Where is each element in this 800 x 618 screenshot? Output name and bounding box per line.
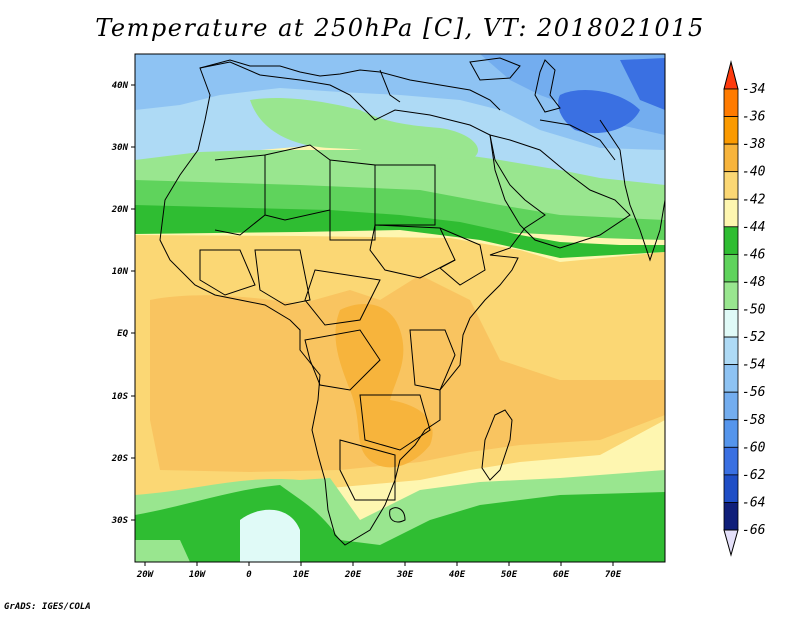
axis-ticks [131, 84, 614, 566]
colorbar-label: -52 [742, 330, 766, 345]
credit-label: GrADS: IGES/COLA [4, 602, 91, 612]
lon-label: 10W [189, 570, 207, 580]
colorbar-swatch [723, 419, 739, 448]
lat-label: EQ [117, 329, 128, 339]
colorbar-swatch [723, 253, 739, 283]
colorbar-swatch [723, 281, 739, 310]
colorbar-swatch [723, 143, 739, 173]
colorbar-swatch [723, 198, 739, 228]
colorbar-swatch [723, 309, 739, 338]
lat-label: 10N [112, 267, 129, 277]
lat-label: 30S [111, 516, 129, 526]
colorbar-label: -48 [742, 275, 766, 290]
colorbar-swatch [723, 116, 739, 145]
colorbar-label: -46 [742, 247, 766, 262]
coastlines [159, 57, 665, 546]
colorbar-swatch [723, 391, 739, 421]
lon-label: 50E [501, 570, 518, 580]
map-title: Temperature at 250hPa [C], VT: 201802101… [95, 14, 705, 42]
colorbar-label: -56 [742, 385, 766, 400]
colorbar-swatch [723, 502, 739, 531]
colorbar-swatch [723, 364, 739, 393]
lat-label: 10S [112, 392, 129, 402]
lat-label: 40N [112, 81, 129, 91]
lon-label: 10E [293, 570, 310, 580]
colorbar-swatch [723, 336, 739, 366]
colorbar-label: -64 [742, 495, 765, 510]
colorbar-label: -36 [742, 110, 766, 125]
colorbar-label: -38 [742, 137, 766, 152]
colorbar-label: -62 [742, 468, 766, 483]
lon-label: 40E [449, 570, 466, 580]
lon-label: 0 [246, 570, 252, 580]
colorbar-bottom-arrow [723, 529, 739, 557]
colorbar-swatch [723, 88, 739, 117]
colorbar-label: -60 [742, 440, 766, 455]
colorbar-swatch [723, 474, 739, 503]
lon-label: 20W [136, 570, 155, 580]
colorbar-label: -66 [742, 523, 766, 538]
colorbar-top-arrow [723, 60, 739, 90]
lat-label: 20N [111, 205, 129, 215]
map-frame [134, 53, 666, 563]
colorbar-label: -58 [742, 413, 766, 428]
lat-label: 20S [111, 454, 129, 464]
lon-label: 70E [605, 570, 622, 580]
colorbar-swatch [723, 226, 739, 255]
colorbar-label: -44 [742, 220, 765, 235]
lon-label: 20E [344, 570, 362, 580]
colorbar-label: -50 [742, 303, 766, 318]
colorbar-label: -34 [742, 82, 765, 97]
colorbar: -34 -36 -38 -40 -42 -44 -46 -48 -50 -52 -54 -56 -58 -… [723, 60, 766, 557]
colorbar-label: -54 [742, 358, 765, 373]
lat-label: 30N [111, 143, 129, 153]
colorbar-swatch [723, 446, 739, 476]
temperature-field [135, 54, 665, 562]
colorbar-swatch [723, 171, 739, 200]
colorbar-label: -40 [742, 165, 766, 180]
lon-label: 60E [553, 570, 570, 580]
lon-label: 30E [396, 570, 414, 580]
colorbar-label: -42 [742, 192, 766, 207]
